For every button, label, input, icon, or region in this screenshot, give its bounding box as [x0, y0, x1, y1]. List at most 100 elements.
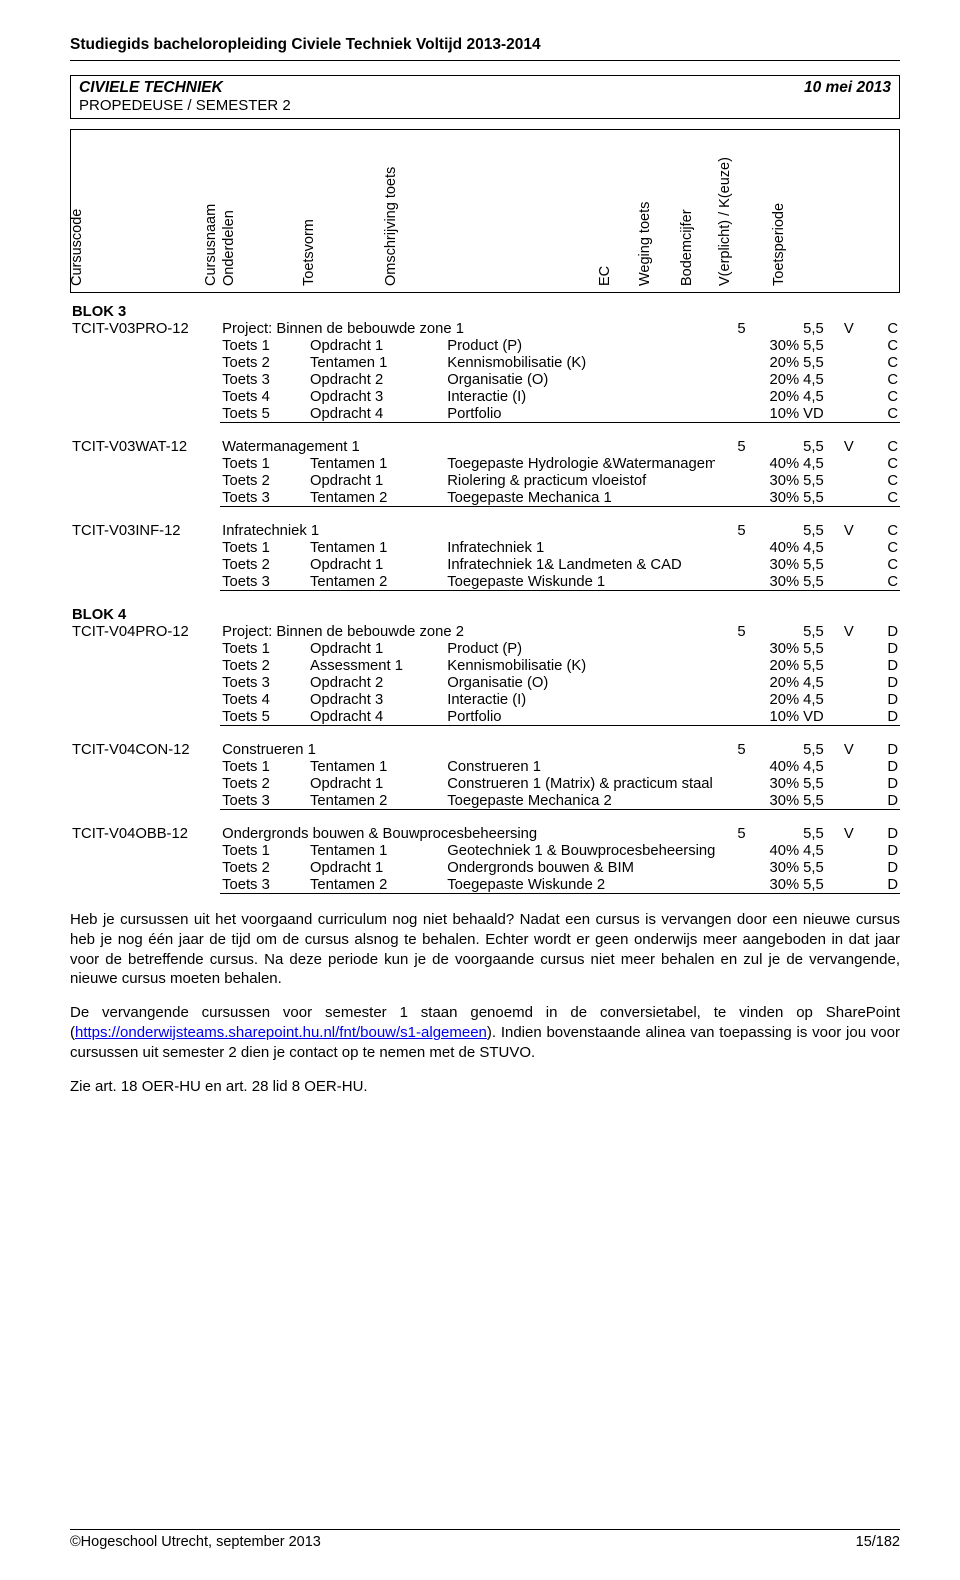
test-period: C [872, 472, 900, 489]
blok-label: BLOK 3 [70, 303, 900, 320]
test-period: D [872, 876, 900, 894]
course-blank [748, 741, 802, 758]
test-weight: 20% [748, 354, 802, 371]
test-desc: Geotechniek 1 & Bouwprocesbeheersing [445, 842, 715, 859]
test-type: Tentamen 2 [308, 489, 445, 507]
blank [842, 489, 872, 507]
course-name: Ondergronds bouwen & Bouwprocesbeheersin… [220, 825, 715, 842]
col-cursuscode: Cursuscode [69, 209, 85, 286]
blank [70, 405, 220, 423]
course-vk: V [842, 522, 872, 539]
test-type: Opdracht 1 [308, 556, 445, 573]
test-num: Toets 1 [220, 455, 308, 472]
blank [715, 405, 747, 423]
test-period: C [872, 556, 900, 573]
blank [715, 674, 747, 691]
blank [70, 657, 220, 674]
course-blank [748, 320, 802, 337]
test-period: D [872, 859, 900, 876]
blank [842, 758, 872, 775]
test-desc: Ondergronds bouwen & BIM [445, 859, 715, 876]
course-ec: 5 [715, 623, 747, 640]
blank [70, 859, 220, 876]
test-type: Tentamen 1 [308, 354, 445, 371]
test-row: Toets 3Tentamen 2Toegepaste Wiskunde 230… [70, 876, 900, 894]
blank [842, 472, 872, 489]
test-floor: 5,5 [801, 876, 842, 894]
test-weight: 30% [748, 472, 802, 489]
test-period: D [872, 842, 900, 859]
blank [715, 657, 747, 674]
test-row: Toets 3Opdracht 2Organisatie (O)20%4,5C [70, 371, 900, 388]
course-ec: 5 [715, 522, 747, 539]
blank [842, 539, 872, 556]
blank [70, 489, 220, 507]
blank [70, 708, 220, 726]
blank [70, 842, 220, 859]
col-cursusnaam: Cursusnaam [203, 204, 219, 286]
blank [70, 388, 220, 405]
col-toetsperiode: Toetsperiode [771, 203, 787, 286]
blank [715, 472, 747, 489]
blank [715, 842, 747, 859]
test-row: Toets 5Opdracht 4Portfolio10%VDD [70, 708, 900, 726]
test-num: Toets 2 [220, 859, 308, 876]
blank [70, 792, 220, 810]
blank [842, 455, 872, 472]
test-type: Opdracht 2 [308, 371, 445, 388]
spacer [70, 810, 900, 826]
test-floor: 4,5 [801, 674, 842, 691]
test-floor: 4,5 [801, 691, 842, 708]
col-omschrijving: Omschrijving toets [383, 167, 399, 286]
test-desc: Organisatie (O) [445, 674, 715, 691]
test-desc: Toegepaste Wiskunde 2 [445, 876, 715, 894]
test-type: Opdracht 1 [308, 472, 445, 489]
test-period: C [872, 489, 900, 507]
course-name: Project: Binnen de bebouwde zone 1 [220, 320, 715, 337]
col-toetsvorm: Toetsvorm [301, 219, 317, 286]
test-num: Toets 5 [220, 708, 308, 726]
test-floor: 5,5 [801, 489, 842, 507]
test-floor: 4,5 [801, 455, 842, 472]
blank [842, 792, 872, 810]
test-period: D [872, 657, 900, 674]
paragraph-2: De vervangende cursussen voor semester 1… [70, 1003, 900, 1062]
test-floor: 4,5 [801, 842, 842, 859]
test-floor: 5,5 [801, 792, 842, 810]
test-weight: 30% [748, 489, 802, 507]
course-vk: V [842, 741, 872, 758]
test-floor: VD [801, 708, 842, 726]
blank [715, 489, 747, 507]
course-vk: V [842, 623, 872, 640]
course-per: D [872, 623, 900, 640]
course-blank [748, 825, 802, 842]
test-num: Toets 4 [220, 388, 308, 405]
spacer [70, 591, 900, 607]
course-row: TCIT-V04OBB-12Ondergronds bouwen & Bouwp… [70, 825, 900, 842]
blank [842, 657, 872, 674]
test-row: Toets 2Opdracht 1Ondergronds bouwen & BI… [70, 859, 900, 876]
test-num: Toets 1 [220, 842, 308, 859]
spacer [70, 507, 900, 523]
test-floor: 4,5 [801, 539, 842, 556]
program-date: 10 mei 2013 [804, 79, 891, 97]
test-type: Tentamen 2 [308, 573, 445, 591]
test-row: Toets 2Assessment 1Kennismobilisatie (K)… [70, 657, 900, 674]
blank [70, 775, 220, 792]
blank [715, 792, 747, 810]
blank [715, 876, 747, 894]
test-floor: 5,5 [801, 657, 842, 674]
footer-left: ©Hogeschool Utrecht, september 2013 [70, 1534, 321, 1550]
course-row: TCIT-V03INF-12Infratechniek 155,5VC [70, 522, 900, 539]
blank [70, 337, 220, 354]
sharepoint-link[interactable]: https://onderwijsteams.sharepoint.hu.nl/… [75, 1024, 487, 1041]
paragraph-1: Heb je cursussen uit het voorgaand curri… [70, 910, 900, 989]
test-period: D [872, 708, 900, 726]
test-desc: Interactie (I) [445, 388, 715, 405]
course-blank [748, 438, 802, 455]
test-period: C [872, 371, 900, 388]
test-period: D [872, 691, 900, 708]
test-row: Toets 1Tentamen 1Toegepaste Hydrologie &… [70, 455, 900, 472]
test-row: Toets 5Opdracht 4Portfolio10%VDC [70, 405, 900, 423]
column-headers-box: Cursuscode Cursusnaam Onderdelen Toetsvo… [70, 129, 900, 293]
